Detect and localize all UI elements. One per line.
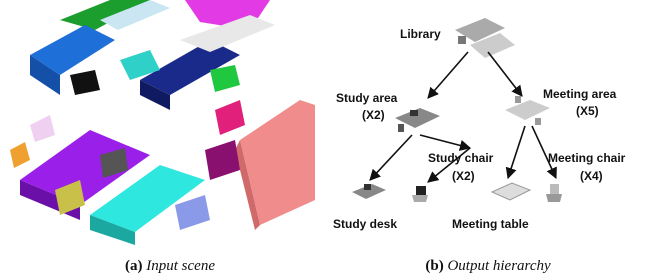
node-label: Meeting chair: [548, 151, 626, 165]
node-label: Study desk: [333, 217, 397, 231]
figure: Library Study area (X2) Meeting area (X5…: [0, 0, 648, 278]
edges-part: [428, 52, 468, 98]
meeting-area-icon-part: [515, 96, 521, 103]
study-desk-icon: [352, 184, 386, 199]
page: {"panels": [{"label": "(a)", "caption": …: [0, 0, 648, 278]
edges-part: [488, 52, 522, 96]
hierarchy-diagram: Library Study area (X2) Meeting area (X5…: [333, 18, 626, 231]
panel-label: (a): [125, 258, 143, 274]
input-scene-part: [10, 142, 30, 168]
panel-label: (b): [425, 258, 443, 274]
body: Library Study area (X2) Meeting area (X5…: [0, 0, 648, 278]
panel-caption: Input scene: [145, 258, 215, 274]
caption: (b) Output hierarchy: [425, 258, 551, 274]
edges-part: [370, 135, 412, 180]
meeting-area-icon-part: [505, 100, 550, 120]
study-area-icon: [395, 108, 440, 132]
edges-part: [508, 126, 525, 178]
node-label: Study chair: [428, 151, 494, 165]
node-label: Library: [400, 27, 441, 41]
meeting-table-icon-part: [492, 183, 530, 200]
node-label: Meeting area: [543, 87, 617, 101]
meeting-chair-icon-part: [550, 184, 559, 194]
study-chair-icon-part: [416, 186, 426, 195]
input-scene-part: [70, 70, 100, 95]
study-area-icon-part: [398, 124, 404, 132]
node-count: (X4): [580, 169, 603, 183]
node-label: Study area: [336, 91, 398, 105]
edges-part: [420, 135, 470, 148]
meeting-chair-icon: [546, 184, 562, 202]
input-scene: [10, 0, 315, 245]
node-label: Meeting table: [452, 217, 529, 231]
library-icon-part: [458, 36, 466, 44]
node-count: (X2): [362, 108, 385, 122]
input-scene-part: [215, 100, 245, 135]
study-chair-icon: [412, 186, 428, 202]
caption: (a) Input scene: [125, 258, 215, 274]
study-desk-icon-part: [364, 184, 371, 190]
meeting-area-icon-part: [535, 118, 541, 125]
input-scene-part: [205, 140, 240, 180]
meeting-chair-icon-part: [546, 194, 562, 202]
input-scene-part: [175, 195, 210, 230]
library-icon: [455, 18, 515, 58]
input-scene-part: [30, 115, 55, 142]
meeting-table-icon: [492, 183, 530, 200]
study-area-icon-part: [410, 110, 418, 116]
node-count: (X5): [576, 104, 599, 118]
study-chair-icon-part: [412, 195, 428, 202]
node-count: (X2): [452, 169, 475, 183]
panel-caption: Output hierarchy: [447, 258, 551, 274]
